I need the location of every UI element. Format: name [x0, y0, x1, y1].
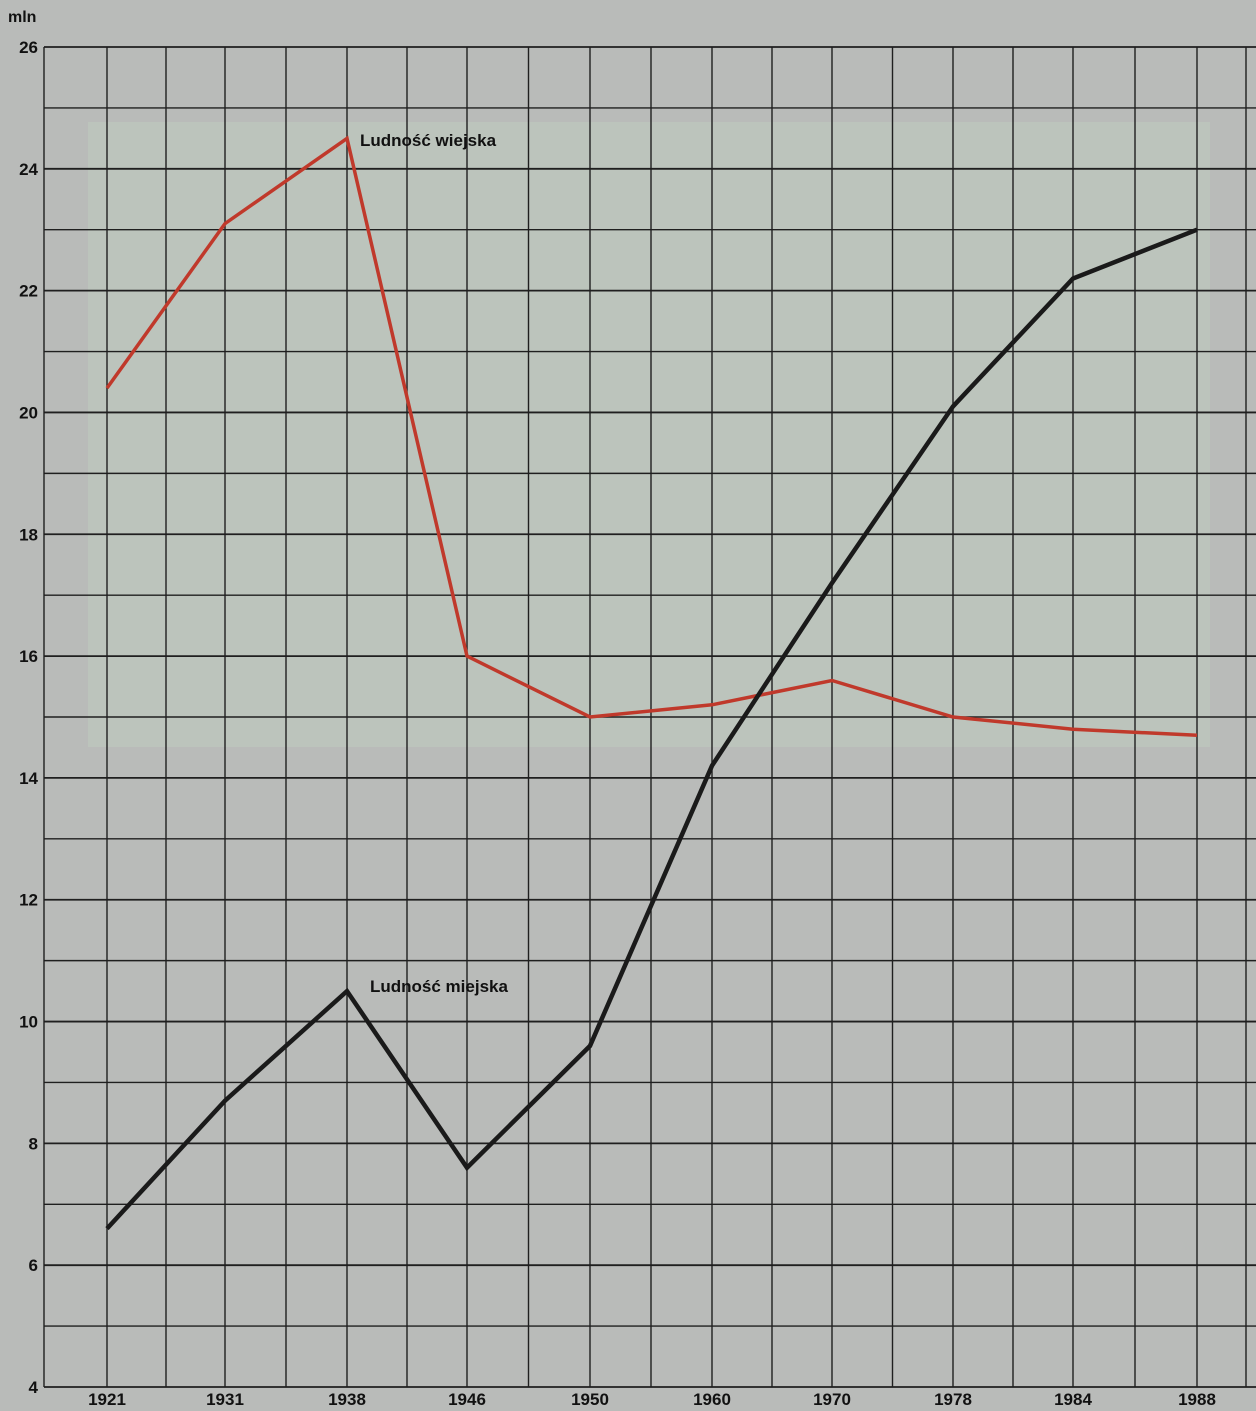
x-axis-ticks: 1921 1931 1938 1946 1950 1960 1970 1978 1984 1988: [88, 1390, 1216, 1409]
grid: [43, 46, 1256, 1388]
series-line-rural: [105, 135, 1198, 738]
y-tick-label: 24: [19, 160, 38, 179]
y-tick-label: 18: [19, 525, 38, 544]
x-tick-label: 1950: [571, 1390, 609, 1409]
y-tick-label: 22: [19, 282, 38, 301]
x-tick-label: 1988: [1178, 1390, 1216, 1409]
y-tick-label: 6: [29, 1256, 38, 1275]
y-tick-label: 20: [19, 403, 38, 422]
y-tick-label: 8: [29, 1134, 38, 1153]
series-layer: [105, 135, 1198, 1231]
x-tick-label: 1984: [1054, 1390, 1092, 1409]
y-tick-label: 26: [19, 38, 38, 57]
series-line-urban: [105, 227, 1198, 1231]
x-tick-label: 1970: [813, 1390, 851, 1409]
y-axis-ticks: 4 6 8 10 12 14 16 18 20 22 24 26: [19, 38, 38, 1397]
y-tick-label: 14: [19, 769, 38, 788]
series-label-urban: Ludność miejska: [370, 977, 508, 996]
series-label-rural: Ludność wiejska: [360, 131, 497, 150]
y-axis-unit: mln: [8, 9, 36, 26]
y-tick-label: 12: [19, 891, 38, 910]
y-tick-label: 4: [29, 1378, 39, 1397]
upper-panel: [88, 122, 1210, 747]
x-tick-label: 1978: [934, 1390, 972, 1409]
x-tick-label: 1960: [693, 1390, 731, 1409]
y-tick-label: 16: [19, 647, 38, 666]
x-tick-label: 1931: [206, 1390, 244, 1409]
y-tick-label: 10: [19, 1013, 38, 1032]
x-tick-label: 1921: [88, 1390, 126, 1409]
x-tick-label: 1938: [328, 1390, 366, 1409]
x-tick-label: 1946: [448, 1390, 486, 1409]
